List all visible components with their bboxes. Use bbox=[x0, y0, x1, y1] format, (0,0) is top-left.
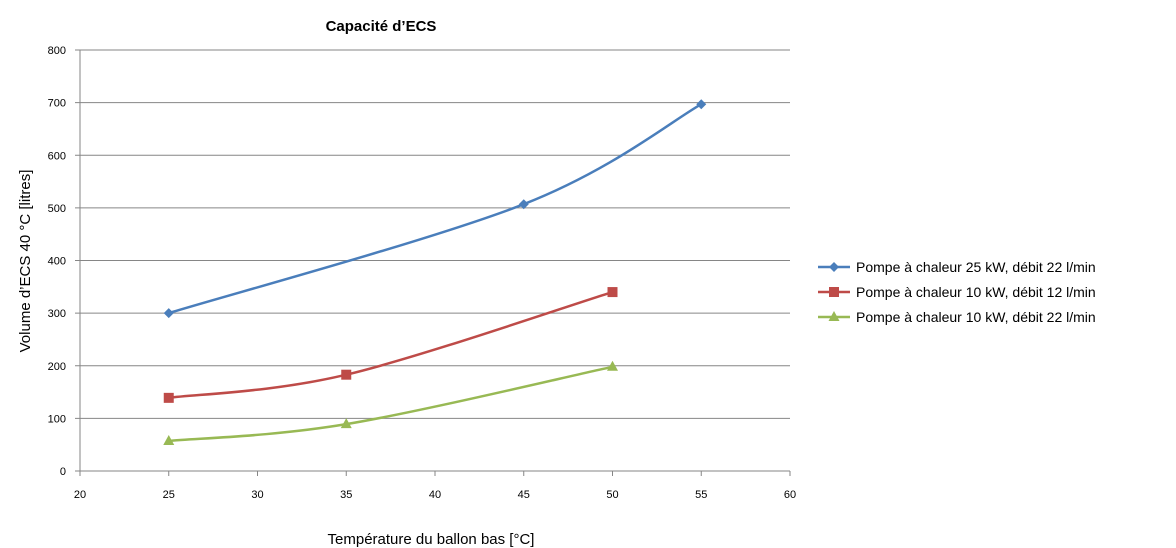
series-2 bbox=[163, 287, 618, 403]
legend-item-3: Pompe à chaleur 10 kW, débit 22 l/min bbox=[818, 309, 1096, 325]
series-1-point-2 bbox=[518, 199, 529, 210]
series-1-point-3 bbox=[696, 99, 707, 110]
legend-label-1: Pompe à chaleur 25 kW, débit 22 l/min bbox=[856, 259, 1096, 275]
series-1-line bbox=[167, 102, 703, 315]
series-3-line bbox=[167, 365, 614, 443]
x-tick-labels: 20 25 30 35 40 45 50 55 60 bbox=[74, 489, 796, 501]
y-tick-label-2: 200 bbox=[48, 361, 66, 373]
series-1-point-1 bbox=[163, 308, 174, 319]
series-2-line bbox=[167, 290, 614, 400]
x-tick-label-3: 35 bbox=[340, 489, 352, 501]
y-tick-label-6: 600 bbox=[48, 150, 66, 162]
series-3-point-2 bbox=[340, 418, 352, 429]
legend-label-2: Pompe à chaleur 10 kW, débit 12 l/min bbox=[856, 284, 1096, 300]
series-3 bbox=[163, 360, 618, 446]
x-tick-label-2: 30 bbox=[251, 489, 263, 501]
legend-item-1: Pompe à chaleur 25 kW, débit 22 l/min bbox=[818, 259, 1096, 275]
legend: Pompe à chaleur 25 kW, débit 22 l/min Pom… bbox=[818, 259, 1096, 325]
y-tick-labels: 0 100 200 300 400 500 600 700 800 bbox=[48, 45, 66, 478]
series-1 bbox=[163, 99, 707, 319]
legend-swatch-marker-1 bbox=[829, 262, 839, 272]
series-2-point-3 bbox=[607, 287, 618, 298]
series-3-point-3 bbox=[607, 360, 618, 371]
x-tick-label-5: 45 bbox=[518, 489, 530, 501]
y-tick-label-8: 800 bbox=[48, 45, 66, 57]
axes bbox=[75, 49, 791, 476]
legend-label-3: Pompe à chaleur 10 kW, débit 22 l/min bbox=[856, 309, 1096, 325]
x-tick-label-7: 55 bbox=[695, 489, 707, 501]
legend-swatch-marker-3 bbox=[828, 311, 840, 321]
series-group bbox=[163, 99, 707, 446]
chart-title: Capacité d’ECS bbox=[326, 18, 437, 35]
y-tick-label-3: 300 bbox=[48, 308, 66, 320]
series-2-point-2 bbox=[341, 369, 352, 380]
y-tick-label-0: 0 bbox=[60, 466, 66, 478]
y-tick-label-4: 400 bbox=[48, 256, 66, 268]
y-tick-label-7: 700 bbox=[48, 98, 66, 110]
y-tick-label-1: 100 bbox=[48, 413, 66, 425]
series-3-point-1 bbox=[163, 435, 175, 446]
series-2-point-1 bbox=[163, 392, 174, 403]
gridlines bbox=[80, 49, 790, 419]
x-tick-label-4: 40 bbox=[429, 489, 441, 501]
y-axis-label: Volume d’ECS 40 °C [litres] bbox=[17, 170, 34, 353]
legend-item-2: Pompe à chaleur 10 kW, débit 12 l/min bbox=[818, 284, 1096, 300]
x-axis-label: Température du ballon bas [°C] bbox=[328, 531, 535, 548]
x-tick-label-6: 50 bbox=[606, 489, 618, 501]
x-tick-label-1: 25 bbox=[163, 489, 175, 501]
y-tick-label-5: 500 bbox=[48, 203, 66, 215]
x-tick-label-8: 60 bbox=[784, 489, 796, 501]
x-tick-label-0: 20 bbox=[74, 489, 86, 501]
legend-swatch-marker-2 bbox=[829, 287, 839, 297]
